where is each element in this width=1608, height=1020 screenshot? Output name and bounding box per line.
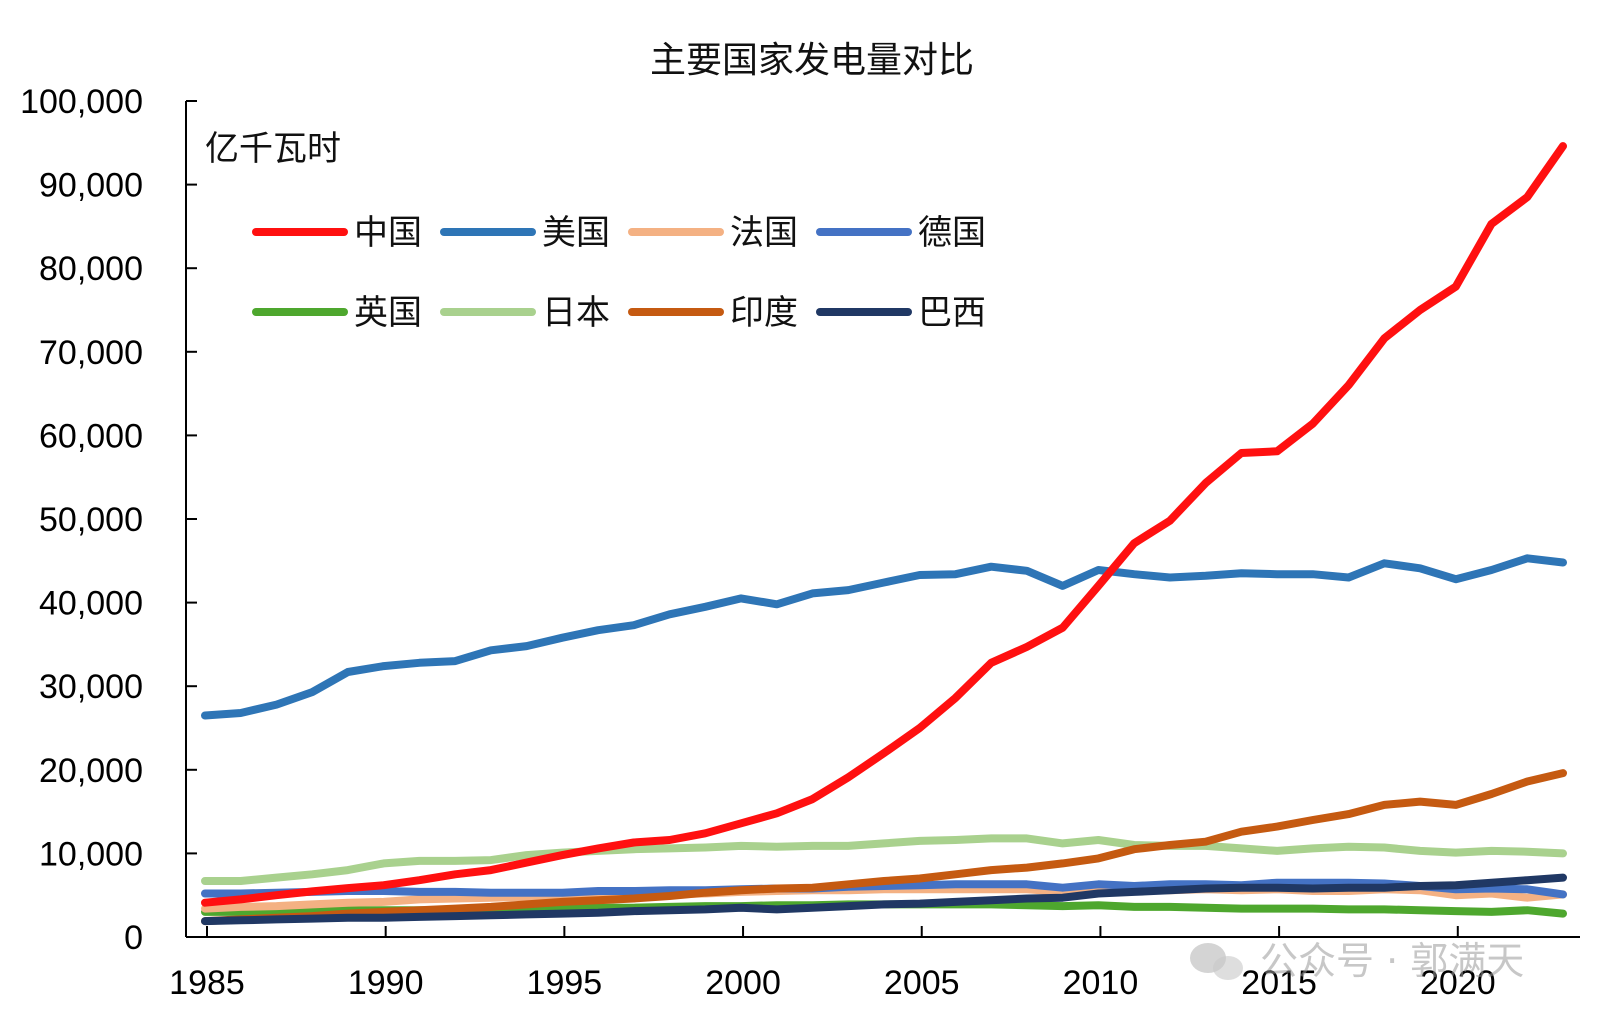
axes: 0 10,000 20,000 30,000 40,000 50,000 60,000 70,… [20,83,1580,1002]
y-tick-label: 40,000 [39,585,143,623]
y-tick-label: 70,000 [39,334,143,372]
y-tick-label: 100,000 [20,83,143,121]
x-tick-label: 2005 [884,964,960,1002]
y-tick-label: 90,000 [39,167,143,205]
x-tick-label: 1995 [527,964,603,1002]
series-line-0 [201,142,1567,907]
legend-label: 中国 [354,213,422,253]
legend-label: 巴西 [918,293,986,333]
x-tick-label: 1985 [169,964,245,1002]
series-line-6 [201,769,1567,926]
series-line-3 [201,878,1567,899]
watermark-text: 公众号 · 郭满天 [1260,939,1524,983]
x-tick-label: 1990 [348,964,424,1002]
legend-label: 德国 [918,213,986,253]
x-tick-label: 2020 [1420,964,1496,1002]
y-tick-label: 20,000 [39,752,143,790]
y-tick-label: 60,000 [39,417,143,455]
legend-label: 美国 [542,213,610,253]
series-line-7 [201,873,1567,926]
y-axis-unit-label: 亿千瓦时 [205,129,341,169]
x-tick-label: 2015 [1241,964,1317,1002]
series-line-1 [201,554,1567,720]
legend-label: 法国 [730,213,798,253]
y-tick-label: 0 [124,919,143,957]
chart-title: 主要国家发电量对比 [650,40,974,81]
y-tick-label: 80,000 [39,250,143,288]
y-tick-label: 10,000 [39,835,143,873]
legend-label: 印度 [730,293,798,333]
legend-label: 日本 [542,293,610,333]
y-tick-label: 50,000 [39,501,143,539]
y-tick-label: 30,000 [39,668,143,706]
series-line-5 [201,834,1567,885]
x-tick-label: 2000 [705,964,781,1002]
watermark: 公众号 · 郭满天 [1190,939,1524,983]
legend-label: 英国 [354,293,422,333]
x-tick-label: 2010 [1063,964,1139,1002]
wechat-icon [1190,943,1243,980]
series-group [201,142,1567,926]
